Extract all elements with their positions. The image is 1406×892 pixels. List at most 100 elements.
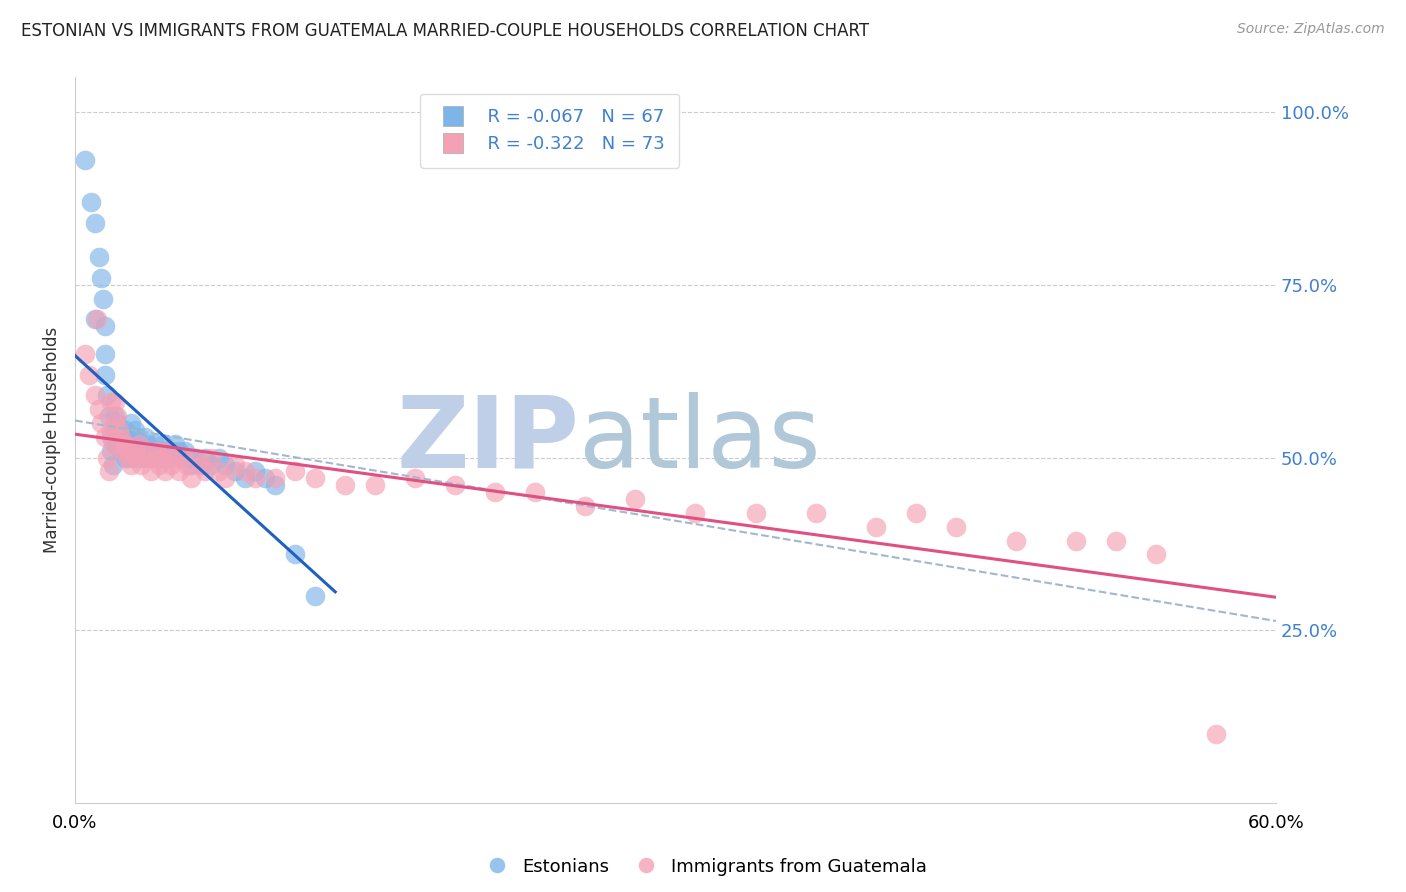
Point (84, 216, 107, 230)
Point (148, 450, 170, 465)
Point (104, 437, 127, 451)
Point (153, 443, 176, 458)
Point (233, 465, 256, 479)
Point (624, 492, 647, 507)
Point (167, 443, 190, 458)
Point (138, 443, 160, 458)
Point (104, 416, 127, 430)
Point (114, 450, 136, 465)
Text: ESTONIAN VS IMMIGRANTS FROM GUATEMALA MARRIED-COUPLE HOUSEHOLDS CORRELATION CHAR: ESTONIAN VS IMMIGRANTS FROM GUATEMALA MA… (21, 22, 869, 40)
Point (73, 347, 96, 361)
Point (146, 443, 169, 458)
Point (104, 423, 127, 437)
Point (100, 443, 122, 458)
Point (156, 450, 179, 465)
Point (190, 458, 212, 472)
Point (444, 478, 467, 492)
Point (1004, 533, 1026, 548)
Point (91, 292, 114, 306)
Point (87, 250, 110, 264)
Point (264, 478, 287, 492)
Point (180, 458, 202, 472)
Point (254, 471, 277, 485)
Point (77, 368, 100, 382)
Point (170, 450, 193, 465)
Point (100, 395, 122, 409)
Point (243, 471, 266, 485)
Point (153, 465, 176, 479)
Point (148, 458, 170, 472)
Point (139, 450, 162, 465)
Point (156, 443, 179, 458)
Point (524, 485, 547, 500)
Point (94, 319, 117, 334)
Point (1205, 727, 1227, 741)
Point (129, 450, 152, 465)
Point (101, 458, 124, 472)
Point (110, 430, 132, 444)
Point (184, 450, 207, 465)
Point (945, 520, 967, 534)
Point (172, 450, 194, 465)
Point (134, 450, 156, 465)
Point (304, 471, 326, 485)
Point (118, 437, 141, 451)
Point (233, 471, 256, 485)
Point (180, 471, 202, 485)
Point (1064, 533, 1087, 548)
Point (125, 430, 148, 444)
Point (200, 450, 222, 465)
Point (904, 506, 927, 520)
Point (214, 458, 236, 472)
Point (118, 443, 141, 458)
Point (174, 443, 197, 458)
Point (176, 458, 198, 472)
Point (108, 423, 131, 437)
Point (104, 409, 127, 424)
Point (136, 437, 159, 451)
Point (115, 450, 138, 465)
Point (90, 416, 112, 430)
Point (143, 450, 166, 465)
Point (335, 478, 357, 492)
Point (115, 430, 138, 444)
Point (96, 388, 118, 402)
Point (128, 437, 150, 451)
Point (84, 388, 107, 402)
Point (143, 437, 166, 451)
Point (284, 548, 307, 562)
Point (105, 409, 128, 424)
Point (112, 437, 135, 451)
Point (94, 368, 117, 382)
Point (100, 423, 122, 437)
Point (124, 443, 146, 458)
Y-axis label: Married-couple Households: Married-couple Households (44, 327, 60, 554)
Point (200, 458, 222, 472)
Point (87, 402, 110, 417)
Point (120, 450, 142, 465)
Point (304, 589, 326, 603)
Point (284, 465, 307, 479)
Point (114, 423, 136, 437)
Point (160, 443, 183, 458)
Point (98, 409, 121, 424)
Point (136, 443, 159, 458)
Point (129, 458, 152, 472)
Point (122, 437, 145, 451)
Point (167, 465, 190, 479)
Point (243, 465, 266, 479)
Point (108, 437, 131, 451)
Point (574, 499, 596, 513)
Text: Source: ZipAtlas.com: Source: ZipAtlas.com (1237, 22, 1385, 37)
Text: atlas: atlas (579, 392, 821, 489)
Point (94, 347, 117, 361)
Point (86, 312, 108, 326)
Point (124, 443, 146, 458)
Point (108, 423, 131, 437)
Point (364, 478, 387, 492)
Point (160, 458, 183, 472)
Point (685, 506, 707, 520)
Legend: Estonians, Immigrants from Guatemala: Estonians, Immigrants from Guatemala (472, 851, 934, 883)
Point (96, 450, 118, 465)
Point (184, 450, 207, 465)
